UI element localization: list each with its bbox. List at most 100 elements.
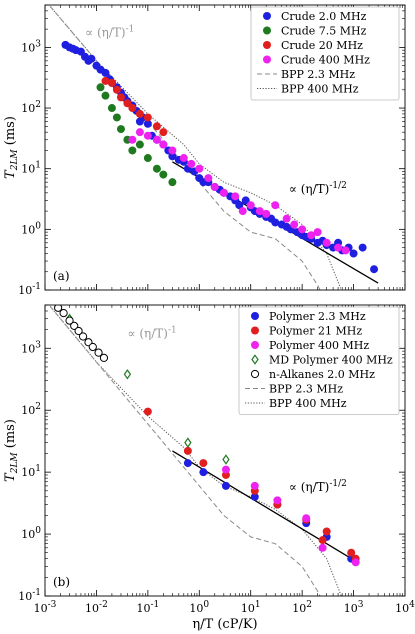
annotation: ∝ (η/T)-1/2 <box>289 181 347 196</box>
data-point <box>322 527 331 536</box>
data-point <box>96 83 105 92</box>
data-point <box>271 201 280 210</box>
panel-a: 10-1 100 101 102 103 ∝ (η/T)-1 ∝ (η/T)-1/2 (a) T… <box>3 4 406 297</box>
data-point <box>250 492 259 501</box>
data-point <box>231 192 240 201</box>
data-point <box>99 353 109 362</box>
legend-label: Crude 7.5 MHz <box>281 25 367 38</box>
legend-marker <box>263 41 271 49</box>
x-axis-label: η/T (cP/K) <box>192 617 257 632</box>
x-tick-label: 10-1 <box>136 600 159 615</box>
data-point <box>168 152 177 161</box>
legend-marker <box>263 26 271 35</box>
data-point <box>168 178 177 187</box>
data-point <box>128 135 137 144</box>
x-tick-label: 103 <box>344 600 364 615</box>
data-point <box>135 128 144 137</box>
data-point <box>241 196 250 205</box>
data-point <box>107 78 116 87</box>
data-point <box>143 407 152 416</box>
y-axis-label: T2LM (ms) <box>3 116 20 179</box>
data-point <box>74 326 83 336</box>
data-point <box>341 246 350 255</box>
data-point <box>87 54 96 63</box>
data-point <box>143 131 152 140</box>
legend-label: MD Polymer 400 MHz <box>269 354 393 367</box>
data-point <box>123 369 132 380</box>
data-point <box>210 182 219 191</box>
legend-marker <box>251 312 259 320</box>
data-point <box>250 481 259 490</box>
legend-label: BPP 400 MHz <box>269 397 347 410</box>
data-point <box>107 104 116 113</box>
data-point <box>298 225 307 234</box>
data-point <box>183 459 192 468</box>
data-point <box>307 231 316 240</box>
annotation: ∝ (η/T)-1 <box>127 325 176 340</box>
data-point <box>128 104 137 113</box>
legend-box <box>250 6 400 101</box>
legend-label: Polymer 2.3 MHz <box>269 310 366 323</box>
data-point <box>152 122 161 131</box>
data-point <box>65 316 74 325</box>
data-point <box>78 332 88 341</box>
annotation: ∝ (η/T)-1 <box>85 25 134 40</box>
data-point <box>168 146 177 155</box>
legend-marker <box>250 369 260 379</box>
data-point <box>112 85 121 94</box>
data-point <box>187 159 196 168</box>
legend-marker <box>263 12 271 20</box>
data-point <box>143 154 152 163</box>
data-point <box>318 543 327 552</box>
y-tick-label: 103 <box>21 340 41 355</box>
data-point <box>54 305 63 312</box>
legend-box <box>238 306 400 415</box>
data-point <box>271 218 280 227</box>
y-tick-label: 101 <box>21 464 41 479</box>
x-tick-label: 100 <box>189 600 209 615</box>
panel-b: 10-1 100 101 102 103 10-3 10-2 10-1 100 101 102 103… <box>3 304 415 632</box>
data-point <box>101 91 110 100</box>
trend-line <box>48 305 164 443</box>
legend-label: BPP 2.3 MHz <box>269 383 343 396</box>
data-point <box>199 459 208 468</box>
x-tick-label: 10-2 <box>85 600 108 615</box>
data-point <box>143 113 152 122</box>
data-point <box>358 243 367 252</box>
data-point <box>282 214 291 223</box>
y-tick-label: 102 <box>21 402 41 417</box>
data-point <box>135 109 144 118</box>
data-point <box>347 548 356 557</box>
data-point <box>159 170 168 179</box>
y-tick-label: 101 <box>21 161 41 176</box>
data-point <box>322 238 331 247</box>
data-point <box>112 113 121 122</box>
data-point <box>152 164 161 173</box>
data-point <box>159 140 168 149</box>
data-point <box>116 93 125 102</box>
data-point <box>370 265 379 274</box>
data-point <box>302 514 311 523</box>
legend-marker <box>251 341 259 349</box>
data-point <box>128 146 137 155</box>
axes-frame <box>44 4 406 291</box>
annotation: ∝ (η/T)-1/2 <box>289 479 347 494</box>
data-point <box>221 465 230 474</box>
data-point <box>219 188 228 197</box>
data-point <box>273 496 282 505</box>
legend-label: Crude 400 MHz <box>281 54 370 67</box>
data-point <box>152 135 161 144</box>
legend-label: Crude 2.0 MHz <box>281 10 367 23</box>
data-point <box>255 207 264 216</box>
y-tick-label: 100 <box>21 221 41 236</box>
y-tick-label: 103 <box>21 39 41 54</box>
y-axis-label: T2LM (ms) <box>3 419 20 482</box>
panel-label: (a) <box>53 269 70 283</box>
data-point <box>199 468 208 477</box>
data-point <box>349 249 358 258</box>
y-tick-label: 102 <box>21 100 41 115</box>
data-point <box>204 174 213 183</box>
x-tick-label: 10-3 <box>34 600 57 615</box>
